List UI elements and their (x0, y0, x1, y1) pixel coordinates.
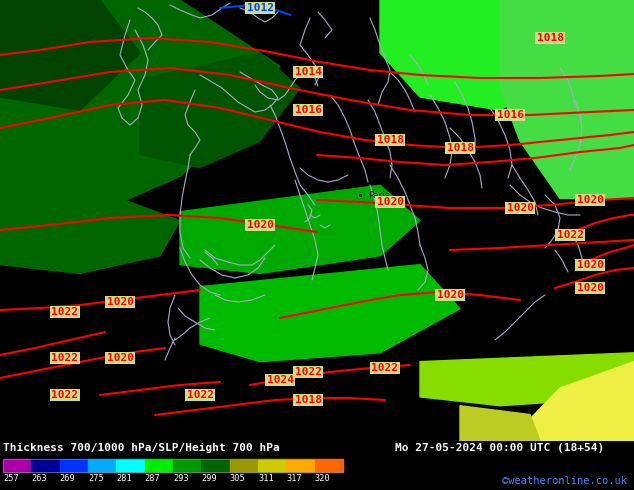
Text: 1020: 1020 (507, 203, 533, 213)
Text: 317: 317 (287, 474, 302, 483)
Text: 257: 257 (3, 474, 19, 483)
Text: 311: 311 (258, 474, 274, 483)
Text: 1020: 1020 (436, 290, 463, 300)
Polygon shape (460, 406, 540, 441)
Text: Thickness 700/1000 hPa/SLP/Height 700 hPa: Thickness 700/1000 hPa/SLP/Height 700 hP… (3, 443, 280, 453)
Text: 1022: 1022 (186, 390, 214, 400)
Text: 1016: 1016 (295, 105, 321, 115)
Text: Mo 27-05-2024 00:00 UTC (18+54): Mo 27-05-2024 00:00 UTC (18+54) (395, 443, 604, 453)
Bar (145, 459, 173, 472)
Text: 1022: 1022 (51, 307, 79, 317)
Bar (314, 459, 343, 472)
Text: 1012: 1012 (247, 3, 273, 13)
Text: 1020: 1020 (576, 283, 604, 293)
Text: 1022: 1022 (51, 390, 79, 400)
Text: 1022: 1022 (557, 230, 583, 240)
Text: 1018: 1018 (446, 143, 474, 153)
Text: 299: 299 (202, 474, 217, 483)
Bar (31, 459, 60, 472)
Text: 1018: 1018 (295, 395, 321, 405)
Polygon shape (180, 185, 420, 273)
Text: 1020: 1020 (107, 297, 134, 307)
Text: 1020: 1020 (107, 353, 134, 363)
Polygon shape (420, 353, 634, 406)
Polygon shape (200, 265, 460, 362)
Text: 1022: 1022 (372, 363, 399, 373)
Polygon shape (380, 0, 570, 110)
Text: 263: 263 (31, 474, 47, 483)
Text: ©weatheronline.co.uk: ©weatheronline.co.uk (502, 476, 627, 486)
Text: 305: 305 (230, 474, 245, 483)
Bar (287, 459, 314, 472)
Bar (202, 459, 230, 472)
Text: 1014: 1014 (295, 67, 321, 77)
Text: 1020: 1020 (247, 220, 273, 230)
Text: 1018: 1018 (536, 33, 564, 43)
Text: 320: 320 (314, 474, 330, 483)
Bar (230, 459, 258, 472)
Bar (173, 459, 202, 472)
Text: 1022: 1022 (51, 353, 79, 363)
Bar (116, 459, 145, 472)
Text: 269: 269 (60, 474, 75, 483)
Bar (3, 459, 343, 472)
Text: 281: 281 (116, 474, 132, 483)
Text: 1024: 1024 (266, 375, 294, 385)
Text: Paris: Paris (368, 191, 389, 199)
Polygon shape (0, 198, 180, 273)
Text: 1018: 1018 (377, 135, 403, 145)
Text: 1022: 1022 (295, 367, 321, 377)
Polygon shape (140, 53, 300, 168)
Bar (258, 459, 287, 472)
Text: 1020: 1020 (576, 260, 604, 270)
Text: 293: 293 (173, 474, 189, 483)
Polygon shape (530, 362, 634, 441)
Text: 287: 287 (145, 474, 160, 483)
Bar (88, 459, 116, 472)
Polygon shape (0, 0, 140, 110)
Text: 275: 275 (88, 474, 104, 483)
Text: 1020: 1020 (377, 197, 403, 207)
Text: 1016: 1016 (496, 110, 524, 120)
Polygon shape (0, 0, 280, 212)
Text: 1020: 1020 (576, 195, 604, 205)
Bar (3, 459, 31, 472)
Polygon shape (500, 0, 634, 198)
Bar (60, 459, 88, 472)
